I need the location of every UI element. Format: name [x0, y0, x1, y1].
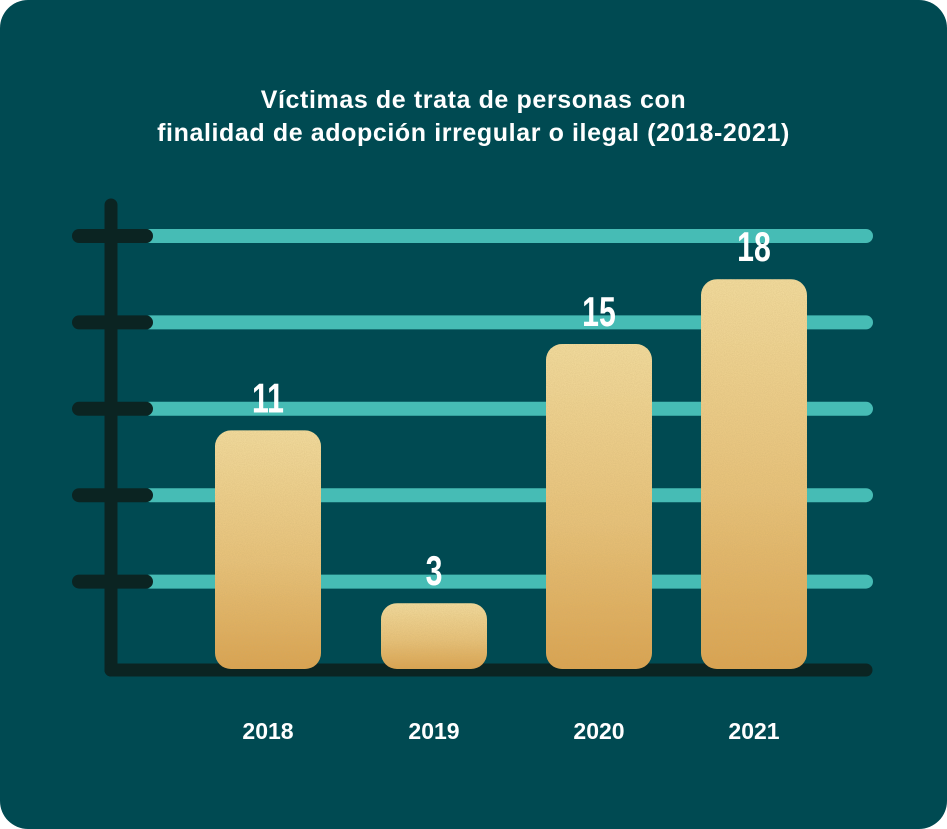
category-label-2018: 2018 [242, 718, 293, 744]
chart-title-line-1: Víctimas de trata de personas con [260, 86, 687, 114]
bar-2021 [701, 279, 807, 669]
bar-2020 [546, 344, 652, 669]
chart-title-line-2: finalidad de adopción irregular o ilegal… [157, 119, 790, 147]
value-label-2021: 18 [737, 223, 771, 270]
category-labels: 2018 2019 2020 2021 [242, 718, 779, 744]
value-label-2018: 11 [252, 375, 284, 422]
bar-2018 [215, 430, 321, 669]
chart-title: Víctimas de trata de personas con finali… [0, 84, 947, 150]
category-label-2020: 2020 [573, 718, 624, 744]
axes [72, 198, 873, 677]
value-label-2020: 15 [582, 288, 616, 335]
value-label-2019: 3 [426, 547, 443, 594]
bar-2019 [381, 603, 487, 669]
category-label-2021: 2021 [728, 718, 779, 744]
category-label-2019: 2019 [408, 718, 459, 744]
bars [215, 279, 807, 669]
value-labels: 11 3 15 18 [252, 223, 771, 594]
